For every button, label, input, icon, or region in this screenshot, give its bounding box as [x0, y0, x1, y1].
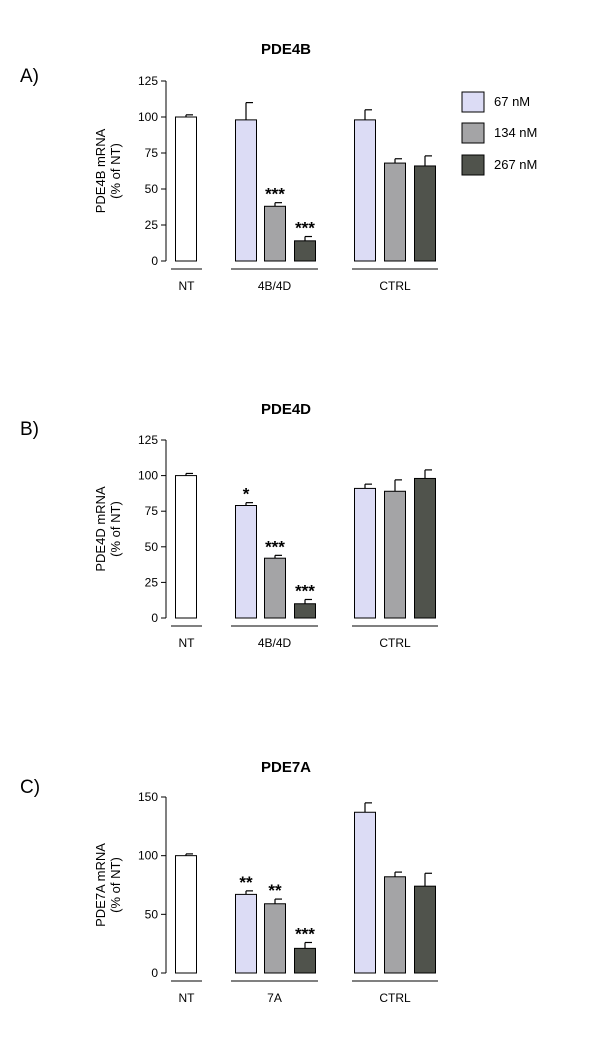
y-tick-label: 0: [151, 611, 158, 625]
bar: [384, 162, 406, 262]
y-tick-label: 50: [145, 540, 159, 554]
y-axis-label-line: (% of NT): [108, 143, 123, 199]
y-tick-label: 75: [145, 146, 159, 160]
significance-label: ***: [265, 537, 285, 556]
chart-panel-pde4b: A) PDE4B 0 25 50 75 100 125 PDE4B mRNA(% of NT) N…: [20, 41, 438, 293]
y-axis-label: PDE4B mRNA(% of NT): [93, 128, 123, 213]
y-axis-label-line: PDE4B mRNA: [93, 128, 108, 213]
bar: [414, 477, 436, 619]
legend-item: 134 nM: [461, 122, 537, 144]
legend-swatch: [461, 154, 485, 176]
bar: [175, 116, 197, 262]
y-tick-label: 100: [138, 110, 158, 124]
y-axis-label-line: (% of NT): [108, 501, 123, 557]
chart-title: PDE4D: [261, 401, 311, 418]
legend-swatch: [461, 122, 485, 144]
group-label: CTRL: [379, 279, 411, 293]
bar: [414, 165, 436, 262]
y-tick-label: 125: [138, 74, 158, 88]
y-tick-label: 0: [151, 254, 158, 268]
group-label: 4B/4D: [258, 279, 292, 293]
panel-label: C): [20, 777, 40, 798]
y-tick-label: 125: [138, 433, 158, 447]
chart-title: PDE4B: [261, 41, 311, 58]
bar: [294, 603, 316, 619]
y-axis-label-line: PDE4D mRNA: [93, 486, 108, 572]
group-label: 7A: [267, 991, 282, 1005]
panel-label: A): [20, 66, 39, 87]
legend-item: 267 nM: [461, 154, 537, 176]
group-label: CTRL: [379, 991, 411, 1005]
significance-label: **: [268, 881, 282, 900]
group-label: 4B/4D: [258, 636, 292, 650]
group-label: NT: [179, 991, 196, 1005]
chart-panel-pde7a: C) PDE7A 0 50 100 150 PDE7A mRNA(% of NT) NT 7A *…: [20, 759, 438, 1005]
bar: [264, 205, 286, 262]
bar: [235, 119, 257, 262]
bar: [235, 893, 257, 974]
bar: [264, 557, 286, 619]
y-tick-label: 25: [145, 575, 159, 589]
y-tick-label: 25: [145, 218, 159, 232]
y-axis-label: PDE4D mRNA(% of NT): [93, 486, 123, 572]
y-tick-label: 150: [138, 790, 158, 804]
bar: [294, 947, 316, 974]
chart-title: PDE7A: [261, 759, 311, 776]
bar: [354, 811, 376, 974]
bar: [235, 505, 257, 619]
significance-label: ***: [295, 219, 315, 238]
bar: [175, 475, 197, 619]
significance-label: ***: [265, 185, 285, 204]
group-label: CTRL: [379, 636, 411, 650]
y-tick-label: 75: [145, 504, 159, 518]
significance-label: ***: [295, 581, 315, 600]
y-tick-label: 50: [145, 907, 159, 921]
chart-panel-pde4d: B) PDE4D 0 25 50 75 100 125 PDE4D mRNA(% of NT) N…: [20, 401, 438, 650]
bar: [384, 876, 406, 974]
y-axis-label-line: (% of NT): [108, 857, 123, 913]
y-tick-label: 100: [138, 849, 158, 863]
y-tick-label: 0: [151, 966, 158, 980]
group-label: NT: [179, 636, 196, 650]
legend-label: 134 nM: [494, 125, 537, 140]
y-axis-label: PDE7A mRNA(% of NT): [93, 843, 123, 927]
significance-label: ***: [295, 924, 315, 943]
panel-label: B): [20, 419, 39, 440]
bar: [264, 903, 286, 974]
y-tick-label: 100: [138, 469, 158, 483]
bar: [354, 119, 376, 262]
legend-item: 67 nM: [461, 91, 530, 113]
bar: [294, 240, 316, 262]
significance-label: **: [239, 873, 253, 892]
bar: [384, 490, 406, 619]
bar: [354, 487, 376, 619]
y-axis-label-line: PDE7A mRNA: [93, 843, 108, 927]
group-label: NT: [179, 279, 196, 293]
y-tick-label: 50: [145, 182, 159, 196]
legend-label: 267 nM: [494, 157, 537, 172]
legend: 67 nM 134 nM 267 nM: [461, 91, 537, 176]
bar: [175, 855, 197, 974]
legend-swatch: [461, 91, 485, 113]
legend-label: 67 nM: [494, 94, 530, 109]
significance-label: *: [243, 485, 250, 504]
bar: [414, 885, 436, 974]
